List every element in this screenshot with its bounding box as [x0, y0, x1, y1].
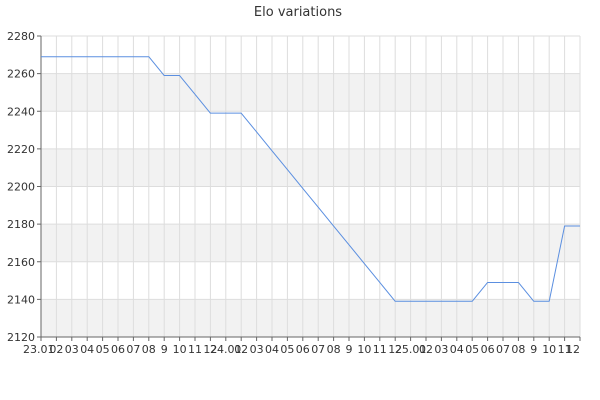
x-tick-label: 07 [311, 343, 325, 356]
chart-title: Elo variations [254, 5, 342, 20]
x-tick-label: 11 [558, 343, 572, 356]
x-tick-label: 24.01 [210, 343, 242, 356]
x-tick-label: 05 [96, 343, 110, 356]
y-tick-label: 2140 [7, 293, 35, 306]
y-tick-label: 2240 [7, 105, 35, 118]
series-elo [41, 56, 580, 302]
y-tick-label: 2220 [7, 143, 35, 156]
x-tick-label: 11 [188, 343, 202, 356]
x-tick-label: 9 [530, 343, 537, 356]
plot-band [41, 73, 580, 112]
x-tick-label: 03 [250, 343, 264, 356]
x-tick-label: 12 [203, 343, 217, 356]
x-tick-label: 08 [142, 343, 156, 356]
x-tick-label: 10 [542, 343, 556, 356]
y-tick-label: 2200 [7, 181, 35, 194]
grid-lines [40, 35, 581, 338]
x-tick-label: 06 [481, 343, 495, 356]
x-tick-label: 10 [357, 343, 371, 356]
x-tick-label: 23.01 [23, 343, 55, 356]
elo-line [41, 56, 580, 302]
x-tick-label: 08 [511, 343, 525, 356]
x-tick-label: 03 [434, 343, 448, 356]
plot-band [41, 224, 580, 262]
x-tick-label: 12 [566, 343, 580, 356]
axes [37, 35, 581, 341]
x-tick-label: 12 [388, 343, 402, 356]
x-tick-label: 10 [173, 343, 187, 356]
x-tick-label: 25.01 [395, 343, 427, 356]
plot-band [41, 148, 580, 187]
x-tick-label: 04 [265, 343, 279, 356]
x-tick-label: 06 [111, 343, 125, 356]
plot-band [41, 299, 580, 337]
x-tick-label: 11 [373, 343, 387, 356]
y-tick-label: 2160 [7, 256, 35, 269]
x-tick-label: 06 [296, 343, 310, 356]
x-tick-label: 02 [49, 343, 63, 356]
x-tick-label: 08 [327, 343, 341, 356]
y-tick-label: 2280 [7, 30, 35, 43]
x-tick-label: 04 [80, 343, 94, 356]
y-tick-label: 2260 [7, 68, 35, 81]
x-tick-label: 9 [161, 343, 168, 356]
x-tick-label: 07 [126, 343, 140, 356]
y-tick-label: 2120 [7, 331, 35, 344]
x-tick-label: 04 [450, 343, 464, 356]
x-tick-label: 9 [346, 343, 353, 356]
y-tick-labels: 2120 2140 2160 2180 2200 2220 2240 2260 2280 [7, 30, 35, 344]
x-tick-label: 02 [419, 343, 433, 356]
x-tick-label: 03 [65, 343, 79, 356]
x-tick-label: 05 [465, 343, 479, 356]
x-tick-label: 02 [234, 343, 248, 356]
plot-bands [41, 73, 580, 337]
x-tick-label: 07 [496, 343, 510, 356]
y-tick-label: 2180 [7, 218, 35, 231]
x-tick-label: 05 [280, 343, 294, 356]
